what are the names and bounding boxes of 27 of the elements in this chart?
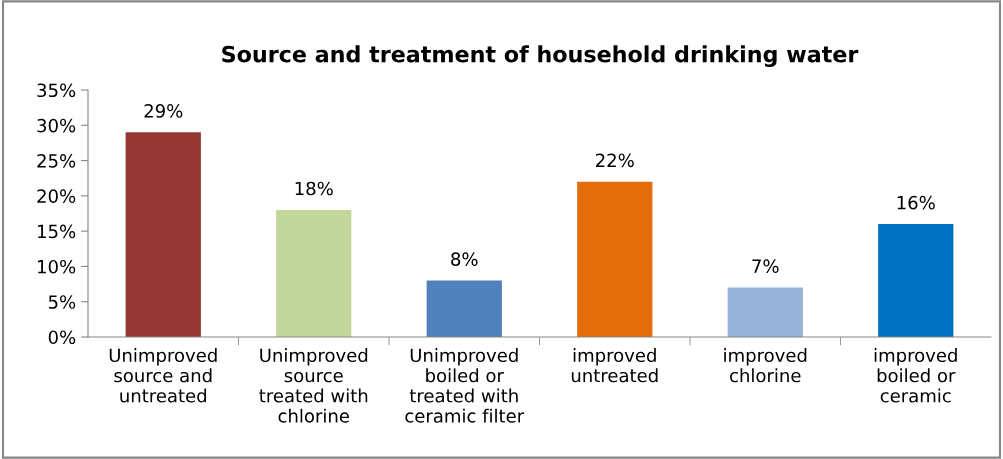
y-tick-label: 0% bbox=[48, 330, 76, 345]
y-tick-label: 5% bbox=[48, 295, 76, 309]
bar bbox=[426, 280, 502, 337]
x-tick-label: improved chlorine bbox=[724, 348, 807, 383]
x-tick-label: Unimproved source treated with chlorine bbox=[259, 348, 368, 423]
x-tick-label: Unimproved source and untreated bbox=[109, 348, 217, 403]
data-label: 29% bbox=[144, 104, 183, 118]
y-tick-label: 10% bbox=[38, 259, 76, 274]
bar bbox=[577, 181, 653, 337]
data-label: 16% bbox=[897, 195, 935, 210]
data-label: 18% bbox=[295, 181, 333, 196]
y-tick-label: 25% bbox=[37, 154, 76, 168]
bar bbox=[276, 209, 352, 337]
x-tick-label: improved boiled or ceramic bbox=[874, 348, 957, 403]
y-tick-label: 35% bbox=[37, 83, 76, 98]
y-tick-label: 15% bbox=[38, 224, 76, 239]
x-tick-label: improved untreated bbox=[571, 348, 658, 383]
x-tick-label: Unimproved boiled or treated with ceramic filter bbox=[405, 348, 525, 423]
y-tick-label: 30% bbox=[37, 118, 76, 133]
bar bbox=[878, 224, 954, 337]
bar bbox=[727, 287, 803, 337]
bar bbox=[125, 132, 201, 337]
data-label: 7% bbox=[752, 259, 779, 273]
data-label: 22% bbox=[596, 153, 634, 168]
data-label: 8% bbox=[451, 252, 478, 266]
y-tick-label: 20% bbox=[37, 189, 76, 203]
chart-title: Source and treatment of household drinking water bbox=[222, 45, 859, 68]
